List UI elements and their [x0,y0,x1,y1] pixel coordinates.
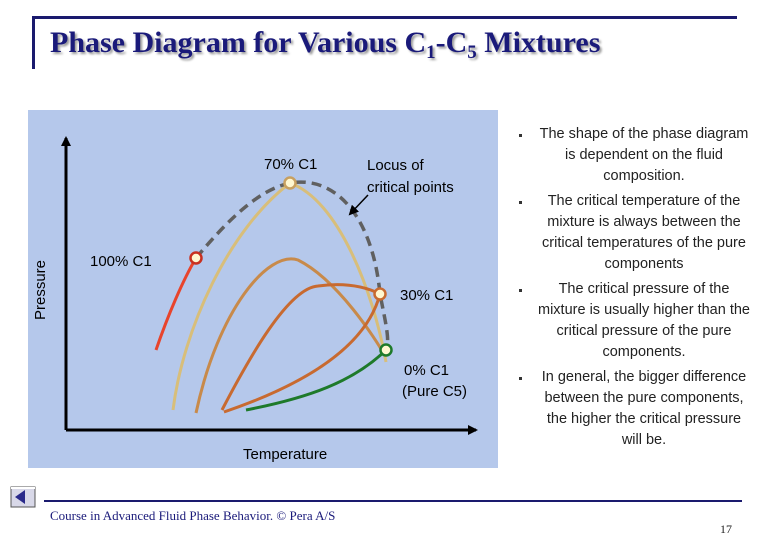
label-pure-c5: (Pure C5) [402,383,467,400]
critical-point-100-c1 [189,251,203,265]
label-30-c1: 30% C1 [400,287,453,304]
bullet-dot-icon [519,134,522,137]
title-frame [32,16,737,69]
critical-locus-curve [194,180,390,351]
bullet-item: The critical pressure of the mixture is … [516,279,752,363]
bullet-item: The critical temperature of the mixture … [516,191,752,275]
phase-diagram: 100% C1 70% C1 30% C1 0% C1 (Pure C5) Lo… [32,136,478,463]
bullet-item: In general, the bigger difference betwee… [516,367,752,451]
phase-envelope-30-c1 [220,283,382,414]
bullet-dot-icon [519,289,522,292]
bullet-list: The shape of the phase diagram is depend… [516,124,752,470]
x-axis-label: Temperature [243,446,327,463]
bullet-dot-icon [519,377,522,380]
vapor-pressure-curve-100-c1 [154,257,198,351]
slide-title: Phase Diagram for Various C1-C5 Mixtures [50,26,601,63]
page-number: 17 [720,522,732,536]
footer-divider [44,500,742,502]
back-arrow-icon [10,486,36,508]
bullet-item: The shape of the phase diagram is depend… [516,124,752,187]
critical-point-70-c1 [283,176,297,190]
bullet-dot-icon [519,201,522,204]
label-70-c1: 70% C1 [264,156,317,173]
label-locus-line2: critical points [367,179,454,196]
label-0-c1: 0% C1 [404,362,449,379]
critical-point-0-c1 [379,343,393,357]
locus-pointer-arrow [348,194,369,216]
vapor-pressure-curve-0-c1 [245,348,388,412]
slide-nav-icon[interactable] [10,486,36,508]
critical-point-30-c1 [373,287,387,301]
footer-credit: Course in Advanced Fluid Phase Behavior.… [50,508,336,523]
y-axis-label: Pressure [32,260,49,320]
label-100-c1: 100% C1 [90,253,152,270]
diagram-panel: 100% C1 70% C1 30% C1 0% C1 (Pure C5) Lo… [28,110,498,468]
label-locus-line1: Locus of [367,157,425,174]
